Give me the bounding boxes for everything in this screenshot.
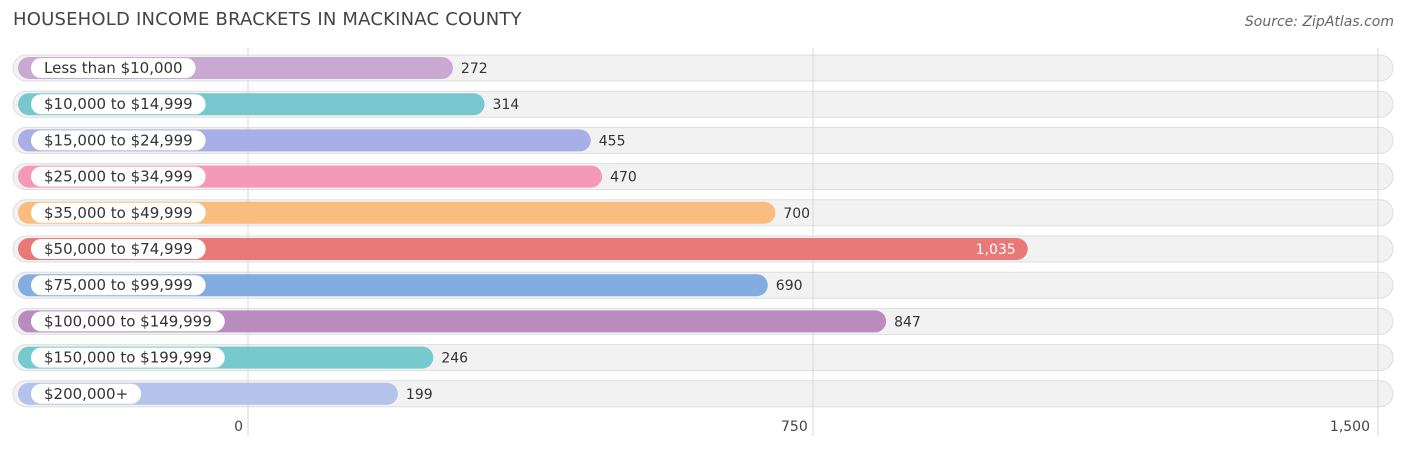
chart-title: HOUSEHOLD INCOME BRACKETS IN MACKINAC CO… [13, 9, 522, 30]
category-label: $150,000 to $199,999 [44, 349, 212, 367]
value-label: 690 [776, 278, 803, 294]
value-label: 847 [894, 314, 921, 330]
bar [18, 274, 768, 297]
category-label: $200,000+ [44, 385, 128, 403]
chart-source: Source: ZipAtlas.com [1244, 14, 1394, 30]
x-tick-label: 0 [234, 419, 243, 435]
category-label: $15,000 to $24,999 [44, 131, 193, 149]
x-tick-label: 750 [781, 419, 808, 435]
bar [18, 238, 1028, 260]
bar [18, 310, 887, 333]
value-label: 199 [406, 387, 433, 403]
category-label: $75,000 to $99,999 [44, 276, 193, 294]
value-label: 470 [610, 170, 637, 186]
category-label: Less than $10,000 [44, 59, 183, 77]
x-tick-label: 1,500 [1330, 419, 1370, 435]
category-label: $25,000 to $34,999 [44, 168, 193, 186]
category-label-background [31, 166, 206, 187]
value-label: 314 [493, 97, 520, 113]
category-label-background [31, 202, 206, 223]
category-label-background [31, 239, 206, 259]
category-label: $100,000 to $149,999 [44, 312, 212, 330]
value-label: 1,035 [976, 242, 1016, 258]
value-label: 455 [599, 133, 626, 149]
value-label: 700 [783, 206, 810, 222]
category-label: $35,000 to $49,999 [44, 204, 193, 222]
value-label: 246 [441, 351, 468, 367]
category-label-background [31, 383, 142, 404]
category-label-background [31, 94, 206, 115]
category-label: $10,000 to $14,999 [44, 95, 193, 113]
category-label: $50,000 to $74,999 [44, 240, 193, 258]
category-label-background [31, 275, 206, 296]
category-label-background [31, 347, 225, 368]
category-label-background [31, 58, 196, 78]
category-label-background [31, 130, 206, 151]
category-label-background [31, 311, 225, 332]
bar [18, 201, 776, 224]
value-label: 272 [461, 61, 488, 77]
